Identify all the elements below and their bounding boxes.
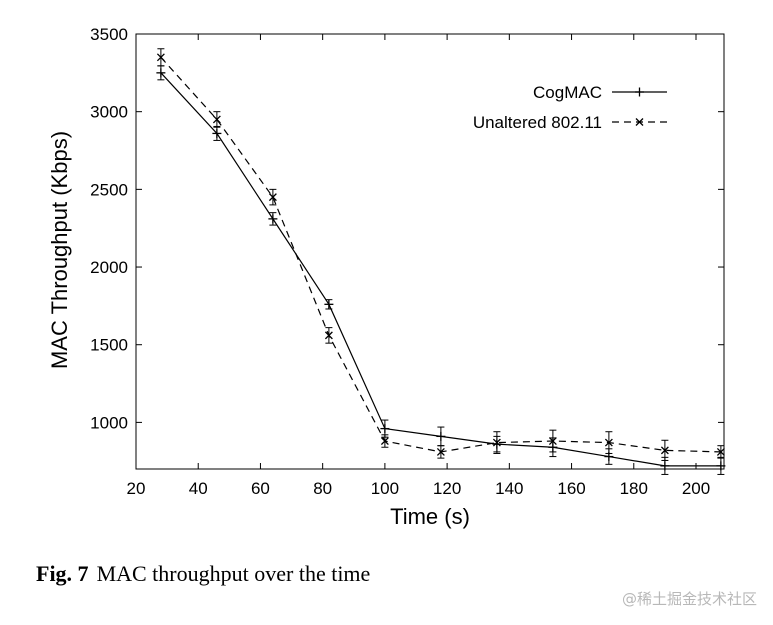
x-tick-label: 60 xyxy=(251,479,270,498)
series-line xyxy=(160,56,721,453)
y-tick-label: 3500 xyxy=(90,25,128,44)
figure-label: Fig. 7 xyxy=(36,561,89,586)
x-tick-label: 160 xyxy=(557,479,585,498)
data-point xyxy=(212,115,221,124)
x-tick-label: 140 xyxy=(495,479,523,498)
watermark-text: @稀土掘金技术社区 xyxy=(621,590,757,608)
x-tick-label: 100 xyxy=(371,479,399,498)
data-point xyxy=(660,446,669,455)
data-point xyxy=(716,447,725,456)
x-tick-label: 120 xyxy=(433,479,461,498)
y-tick-label: 1000 xyxy=(90,413,128,432)
data-point xyxy=(324,331,333,340)
legend-label: Unaltered 802.11 xyxy=(473,113,602,132)
x-tick-label: 40 xyxy=(189,479,208,498)
series-unaltered-80211 xyxy=(156,48,725,461)
x-tick-label: 20 xyxy=(127,479,146,498)
line-chart: 20 40 60 80 100 120 140 160 180 200 1000 1500 2000 25… xyxy=(47,25,726,529)
data-point xyxy=(156,53,165,62)
chart: 20 40 60 80 100 120 140 160 180 200 1000 1500 2000 25… xyxy=(47,25,726,529)
data-point xyxy=(548,437,557,445)
legend-label: CogMAC xyxy=(533,83,602,102)
y-tick-label: 2500 xyxy=(90,180,128,199)
series-cogmac xyxy=(156,65,726,475)
plot-frame xyxy=(135,33,725,470)
y-tick-label: 1500 xyxy=(90,336,128,355)
data-point xyxy=(436,447,445,456)
series-line xyxy=(160,72,721,467)
y-tick-label: 3000 xyxy=(90,103,128,122)
data-point xyxy=(604,438,613,447)
x-tick-label: 200 xyxy=(682,479,710,498)
x-tick-label: 180 xyxy=(620,479,648,498)
y-tick-label: 2000 xyxy=(90,258,128,277)
data-point xyxy=(380,437,389,445)
legend-marker xyxy=(635,118,644,126)
y-axis-title: MAC Throughput (Kbps) xyxy=(47,131,72,369)
figure-caption-text: MAC throughput over the time xyxy=(96,561,371,586)
data-point xyxy=(268,193,277,202)
figure-caption: Fig. 7 MAC throughput over the time xyxy=(36,561,370,587)
x-axis-title: Time (s) xyxy=(390,504,470,529)
data-point xyxy=(492,438,501,447)
x-tick-label: 80 xyxy=(313,479,332,498)
